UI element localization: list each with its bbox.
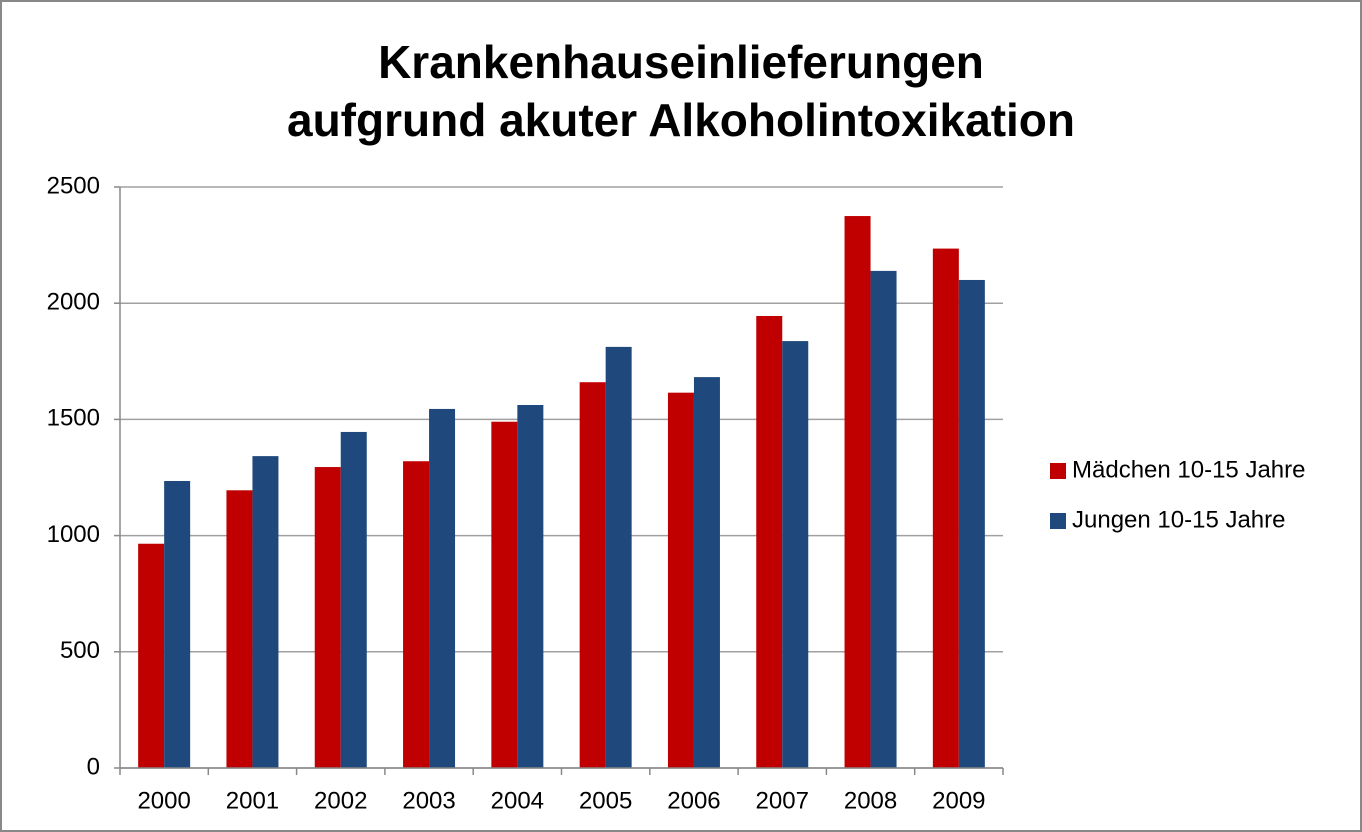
y-tick-label: 500 [60,637,100,664]
x-tick-label: 2001 [226,787,279,814]
bar [340,431,367,768]
bar [605,346,632,768]
legend-swatch [1050,513,1066,529]
bar [693,377,720,768]
bar [756,315,783,768]
x-tick-label: 2007 [756,787,809,814]
legend-label: Jungen 10-15 Jahre [1072,506,1286,533]
x-tick-label: 2003 [402,787,455,814]
legend-swatch [1050,463,1066,479]
bar [226,490,253,768]
bar [667,392,694,768]
bar [958,279,985,768]
chart-title: aufgrund akuter Alkoholintoxikation [287,94,1075,146]
bar [579,382,606,768]
bar [932,248,959,768]
bar [844,216,871,769]
chart-title: Krankenhauseinlieferungen [378,36,984,88]
x-tick-label: 2004 [491,787,544,814]
x-tick-label: 2008 [844,787,897,814]
bar [403,461,430,768]
y-tick-label: 1500 [47,405,100,432]
legend-label: Mädchen 10-15 Jahre [1072,456,1305,483]
bar [782,341,809,768]
bar [252,456,279,768]
x-tick-label: 2005 [579,787,632,814]
bar [164,480,191,768]
bar [517,404,544,768]
y-tick-label: 1000 [47,521,100,548]
x-tick-label: 2000 [137,787,190,814]
y-tick-label: 2000 [47,289,100,316]
y-tick-label: 0 [87,753,100,780]
bar [429,408,456,768]
bar [314,467,341,768]
bar [491,421,518,768]
bar [138,543,165,768]
x-tick-label: 2009 [932,787,985,814]
x-tick-label: 2002 [314,787,367,814]
y-tick-label: 2500 [47,172,100,199]
x-tick-label: 2006 [667,787,720,814]
bar [870,270,897,768]
